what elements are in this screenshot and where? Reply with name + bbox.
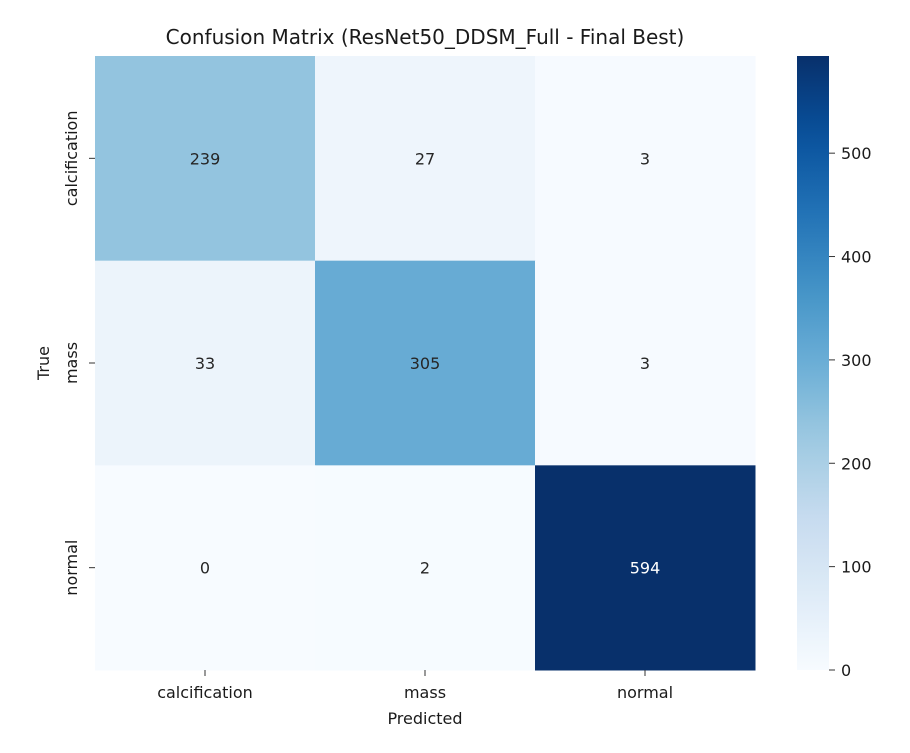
heatmap-cell [95,260,316,466]
cell-value-label: 27 [415,149,435,168]
y-axis-label: True [34,346,53,381]
x-tick-label: normal [617,683,673,702]
x-tick-label: mass [404,683,446,702]
chart-title: Confusion Matrix (ResNet50_DDSM_Full - F… [166,25,685,49]
cell-value-label: 0 [200,559,210,578]
heatmap-cell [315,465,536,671]
y-tick-label: mass [62,342,81,384]
heatmap-cell [535,56,756,262]
colorbar-tick-label: 500 [841,144,872,163]
colorbar-tick-label: 100 [841,558,872,577]
x-axis-ticks: calcification mass normal [157,670,673,702]
colorbar-tick-label: 400 [841,248,872,267]
cell-value-label: 2 [420,559,430,578]
colorbar-tick-label: 200 [841,454,872,473]
heatmap-cells: 239 27 333 305 30 2 594 [95,56,756,671]
cell-value-label: 3 [640,149,650,168]
x-tick-label: calcification [157,683,253,702]
colorbar [797,56,829,670]
cell-value-label: 239 [190,149,221,168]
heatmap-cell [535,465,756,671]
cell-value-label: 305 [410,354,441,373]
colorbar-ticks: 0 100 200 300 400 500 [829,144,872,680]
heatmap-cell [95,465,316,671]
y-tick-label: normal [62,540,81,596]
cell-value-label: 3 [640,354,650,373]
colorbar-tick-label: 300 [841,351,872,370]
heatmap-cell [535,260,756,466]
cell-value-label: 33 [195,354,215,373]
y-tick-label: calcification [62,111,81,207]
colorbar-tick-label: 0 [841,661,851,680]
x-axis-label: Predicted [387,709,462,728]
heatmap-cell [315,56,536,262]
heatmap-cell [95,56,316,262]
cell-value-label: 594 [630,559,661,578]
heatmap-cell [315,260,536,466]
y-axis-ticks: calcification mass normal [62,111,95,596]
